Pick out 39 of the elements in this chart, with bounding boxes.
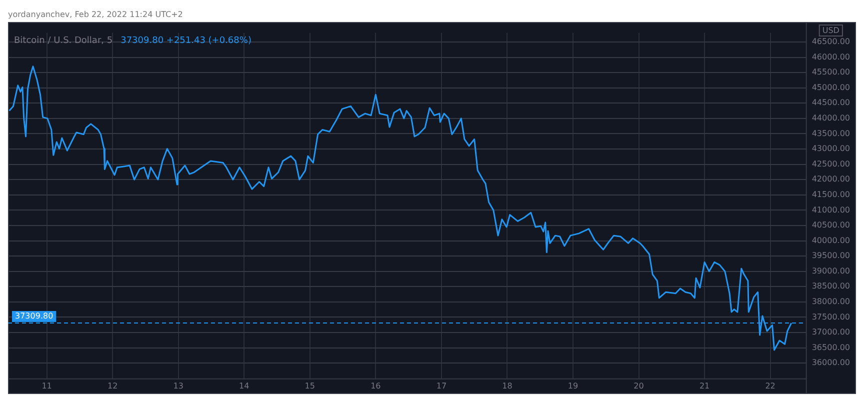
y-tick-label: 40000.00	[812, 236, 850, 245]
y-tick-label: 46000.00	[812, 52, 850, 62]
x-tick-label: 21	[699, 381, 710, 390]
y-tick-label: 43000.00	[812, 144, 850, 154]
x-tick-label: 14	[239, 381, 250, 390]
x-tick-label: 19	[568, 381, 578, 390]
y-tick-label: 42500.00	[812, 159, 850, 168]
y-tick-label: 38500.00	[812, 282, 850, 291]
chart-title: Bitcoin / U.S. Dollar, 5	[14, 36, 113, 46]
ref-line-label: 37309.80	[15, 312, 54, 321]
x-tick-label: 18	[502, 381, 512, 390]
x-tick-label: 20	[634, 381, 644, 390]
annotation: 37309.80 +251.43 (+0.68%)	[120, 36, 252, 46]
x-tick-label: 17	[436, 381, 447, 390]
y-tick-label: 42000.00	[812, 174, 850, 184]
x-tick-label: 12	[107, 381, 118, 390]
y-tick-label: 41000.00	[812, 205, 850, 214]
y-tick-label: 40500.00	[812, 220, 850, 230]
y-tick-label: 45500.00	[812, 68, 850, 77]
x-tick-label: 22	[765, 381, 776, 390]
y-tick-label: 36000.00	[812, 358, 850, 368]
y-axis-title: USD	[822, 26, 840, 36]
y-tick-label: 39500.00	[812, 251, 850, 260]
y-tick-label: 38000.00	[812, 297, 850, 306]
y-tick-label: 37000.00	[812, 328, 850, 337]
x-tick-label: 11	[42, 381, 52, 390]
y-tick-label: 39000.00	[812, 266, 850, 276]
y-tick-label: 44000.00	[812, 114, 850, 123]
y-tick-label: 37500.00	[812, 312, 850, 322]
y-tick-label: 46500.00	[812, 37, 850, 46]
x-tick-label: 16	[370, 381, 381, 390]
y-tick-label: 36500.00	[812, 342, 850, 352]
y-tick-label: 44500.00	[812, 98, 850, 108]
x-tick-label: 15	[304, 381, 315, 390]
y-tick-label: 45000.00	[812, 82, 850, 92]
y-tick-label: 43500.00	[812, 128, 850, 138]
chart-subtitle: yordanyanchev, Feb 22, 2022 11:24 UTC+2	[8, 9, 184, 21]
y-tick-label: 41500.00	[812, 190, 850, 199]
x-tick-label: 13	[173, 381, 184, 390]
